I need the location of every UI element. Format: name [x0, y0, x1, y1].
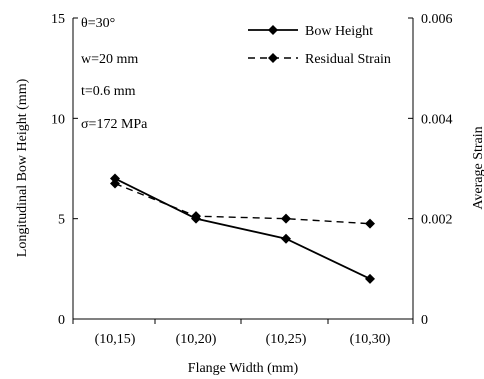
legend-label-bow-height: Bow Height	[305, 24, 373, 39]
x-ticks: (10,15) (10,20) (10,25) (10,30)	[72, 319, 414, 347]
data-point-residual-strain	[191, 211, 201, 222]
right-y-ticks: 0 0.002 0.004 0.006	[408, 12, 453, 328]
annotation-stress: σ=172 MPa	[81, 117, 148, 132]
data-point-residual-strain	[365, 218, 375, 229]
data-point-bow-height	[365, 273, 375, 284]
data-point-residual-strain	[110, 178, 120, 189]
series-line-bow-height	[114, 177, 371, 280]
left-tick-label: 5	[58, 213, 65, 228]
left-tick-label: 0	[58, 313, 65, 328]
annotation-theta: θ=30°	[81, 16, 115, 31]
y-axis-left-label: Longitudinal Bow Height (mm)	[15, 78, 30, 257]
x-axis-label: Flange Width (mm)	[188, 361, 299, 376]
annotation-thickness: t=0.6 mm	[81, 84, 136, 99]
series-line-residual-strain	[114, 182, 371, 225]
right-tick-label: 0.004	[421, 112, 453, 127]
data-point-bow-height	[110, 173, 120, 184]
left-tick-label: 15	[51, 12, 65, 27]
legend-marker-bow-height	[268, 25, 278, 35]
legend-label-residual-strain: Residual Strain	[305, 52, 391, 67]
left-y-ticks: 0 5 10 15	[51, 12, 78, 328]
x-tick-label: (10,25)	[266, 332, 307, 347]
series-layer	[110, 173, 375, 284]
data-point-bow-height	[281, 233, 291, 244]
legend-marker-residual-strain	[268, 53, 278, 63]
legend: Bow Height Residual Strain	[248, 24, 391, 67]
left-tick-label: 10	[51, 112, 65, 127]
data-point-residual-strain	[281, 213, 291, 224]
right-tick-label: 0	[421, 313, 428, 328]
right-tick-label: 0.002	[421, 213, 453, 228]
right-tick-label: 0.006	[421, 12, 453, 27]
y-axis-right-label: Average Strain	[471, 126, 484, 209]
x-tick-label: (10,15)	[95, 332, 136, 347]
x-tick-label: (10,30)	[350, 332, 391, 347]
annotation-width: w=20 mm	[81, 52, 138, 67]
x-tick-label: (10,20)	[176, 332, 217, 347]
